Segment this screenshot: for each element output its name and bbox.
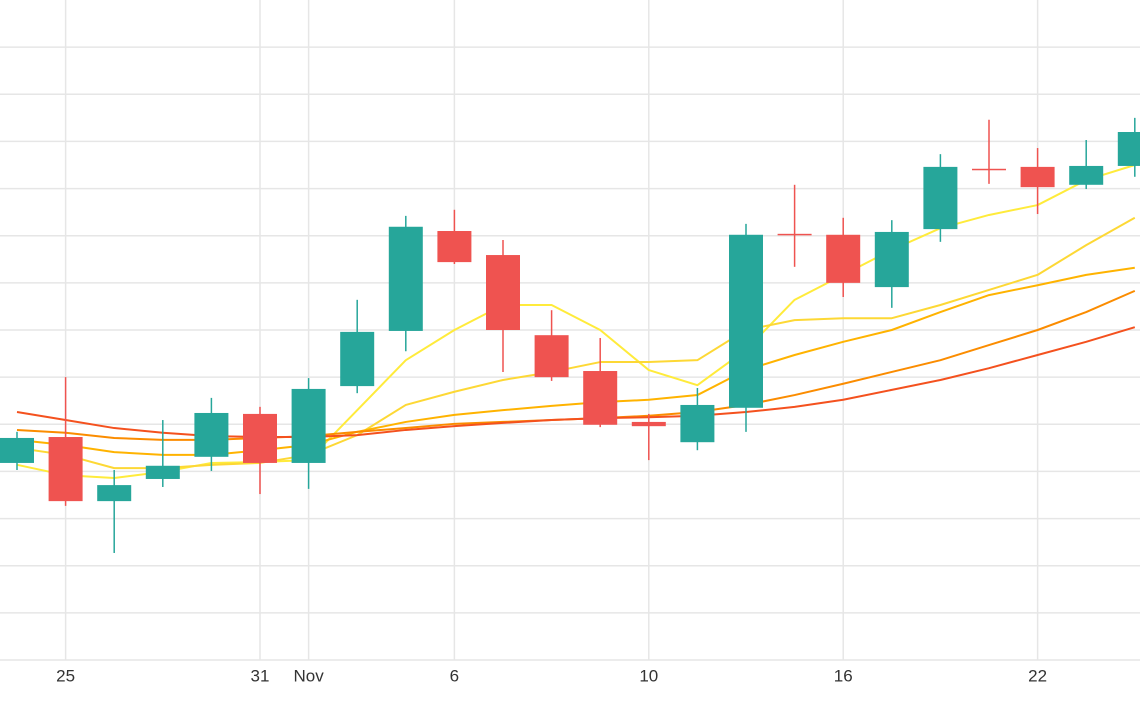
candle-body	[243, 413, 277, 463]
candle-body	[291, 388, 326, 463]
candle-body	[1020, 166, 1055, 188]
candle-body	[680, 404, 715, 443]
x-tick-label: 22	[1028, 666, 1047, 685]
candle-body	[874, 231, 909, 288]
moving-average-line	[16, 326, 1136, 439]
candle-body	[583, 371, 618, 425]
x-tick-label: 6	[450, 666, 459, 685]
candle-body	[145, 465, 180, 479]
x-tick-label: 10	[639, 666, 658, 685]
candle-body	[1069, 165, 1104, 185]
x-tick-label: 16	[834, 666, 853, 685]
candle-body	[777, 233, 812, 236]
candle-body	[1117, 132, 1140, 166]
moving-average-line	[16, 216, 1136, 470]
candle-body	[486, 255, 520, 330]
candle-body	[972, 168, 1006, 171]
candle-body	[631, 421, 666, 427]
candle-body	[437, 231, 472, 263]
x-tick-label: 31	[251, 666, 270, 685]
candle-body	[97, 485, 132, 502]
candle-body	[0, 437, 34, 463]
candle-body	[194, 412, 229, 457]
x-tick-label: Nov	[293, 666, 324, 685]
candle-body	[388, 226, 423, 331]
moving-average-line	[16, 164, 1136, 480]
candle-body	[923, 166, 958, 230]
candle-body	[826, 234, 861, 283]
candle-body	[729, 234, 763, 408]
candle-body	[48, 437, 83, 502]
moving-average-line	[16, 289, 1136, 441]
candles	[0, 117, 1140, 553]
grid	[0, 0, 1140, 661]
candle-body	[340, 331, 375, 387]
moving-averages	[16, 164, 1136, 480]
x-axis: 25 31 Nov 6 10 16 22	[56, 666, 1047, 685]
candle-body	[534, 335, 569, 378]
x-tick-label: 25	[56, 666, 75, 685]
